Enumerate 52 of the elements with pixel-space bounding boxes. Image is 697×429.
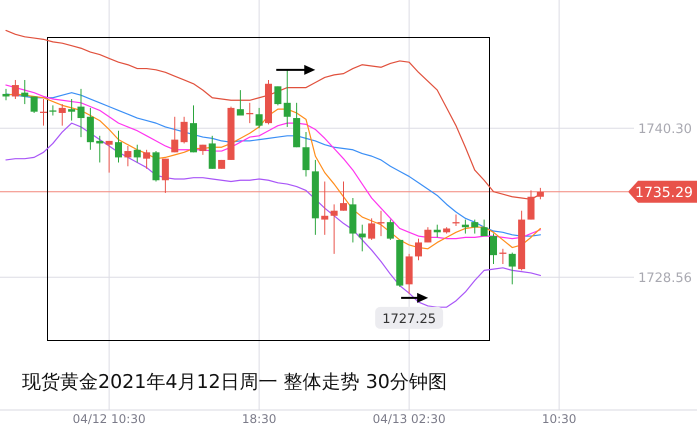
candlestick (471, 219, 478, 234)
candlestick (256, 107, 263, 129)
candlestick (21, 79, 28, 105)
candlestick (358, 224, 366, 252)
candlestick (499, 248, 506, 265)
candlestick (143, 149, 150, 170)
candlestick (2, 88, 10, 101)
candlestick (40, 98, 48, 126)
candlestick (434, 224, 441, 238)
y-tick-label: 1740.30 (638, 122, 692, 138)
x-tick-label: 04/13 02:30 (372, 412, 446, 426)
y-tick-label: 1728.56 (638, 271, 692, 286)
x-tick-label: 04/12 10:30 (72, 412, 146, 426)
candlestick (134, 144, 141, 163)
candlestick (536, 187, 544, 200)
x-tick-label: 10:30 (542, 412, 576, 426)
candlestick (274, 86, 282, 106)
candlestick (414, 238, 422, 261)
candlestick (462, 219, 469, 234)
candlestick (424, 226, 432, 243)
candlestick (77, 88, 85, 138)
candlestick (68, 98, 76, 122)
candlestick (124, 145, 132, 167)
candlestick (106, 140, 113, 174)
candlestick (480, 219, 488, 237)
candlestick (508, 252, 516, 285)
annotation: 1727.25 (382, 312, 436, 327)
candlestick (171, 116, 178, 153)
x-tick-label: 18:30 (242, 412, 276, 426)
ref-line-label: 1735.29 (635, 184, 693, 201)
candlestick (236, 90, 244, 116)
candlestick (114, 130, 122, 163)
candlestick (12, 79, 19, 100)
candlestick (368, 218, 376, 240)
candlestick (162, 158, 169, 194)
candlestick (199, 144, 206, 156)
candlestick (180, 116, 188, 144)
candlestick (302, 132, 310, 177)
candlestick (386, 219, 394, 240)
candlestick (284, 69, 291, 128)
candlestick (330, 204, 338, 254)
candlestick (340, 181, 348, 212)
text: 现货黄金2021年4月12日周一 整体走势 30分钟图 (22, 371, 447, 393)
candlestick (490, 233, 498, 265)
candlestick (30, 96, 38, 114)
candlestick (96, 135, 104, 163)
candlestick (452, 214, 460, 226)
candlestick (527, 190, 535, 220)
line-series (5, 122, 541, 308)
candlestick (58, 104, 66, 126)
candlestick (321, 181, 328, 236)
candlestick (377, 210, 385, 237)
